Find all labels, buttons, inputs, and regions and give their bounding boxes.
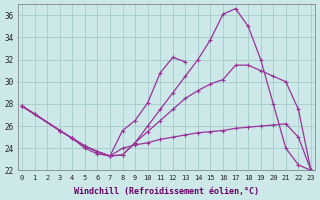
X-axis label: Windchill (Refroidissement éolien,°C): Windchill (Refroidissement éolien,°C)	[74, 187, 259, 196]
